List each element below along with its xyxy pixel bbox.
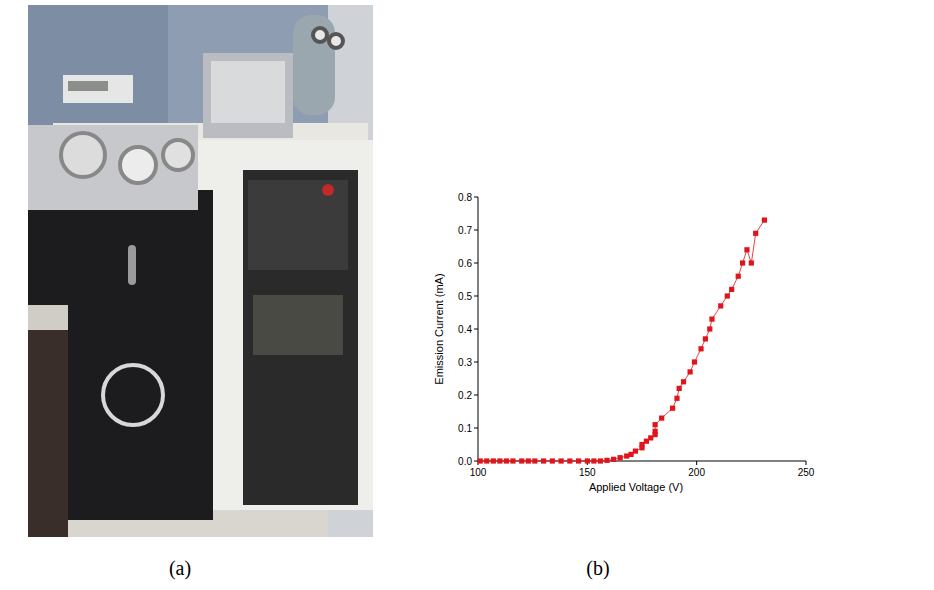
series-line [480,220,764,461]
data-point [659,416,664,421]
multimeter-display [68,81,108,91]
data-point [762,218,767,223]
data-point [688,369,693,374]
flange [163,140,193,170]
y-tick-label: 0.7 [458,225,472,236]
y-tick [474,197,478,198]
data-point [504,458,509,463]
flange [120,147,156,183]
panel-label: (b) [586,557,609,580]
data-point [718,303,723,308]
rack-frame [198,140,373,510]
handwheel [103,365,163,425]
data-point [740,260,745,265]
data-point [703,336,708,341]
data-point [674,396,679,401]
panel-label: (a) [169,557,191,580]
data-point [670,406,675,411]
data-point [558,458,563,463]
data-point [491,458,496,463]
button [322,184,334,196]
x-tick-label: 150 [579,467,596,478]
data-point [698,346,703,351]
data-point [526,458,531,463]
data-point [484,458,489,463]
wall [28,5,373,537]
data-point [633,449,638,454]
handle [128,245,136,285]
data-point [585,458,590,463]
y-tick-label: 0.1 [458,423,472,434]
y-tick [474,329,478,330]
data-point [753,231,758,236]
y-tick-label: 0.6 [458,258,472,269]
x-tick [806,461,807,465]
data-point [677,386,682,391]
equipment-photo [28,5,373,537]
data-point [707,326,712,331]
data-point [653,429,658,434]
data-point [497,458,502,463]
data-point [550,458,555,463]
plot-area [478,218,767,464]
x-tick [696,461,697,465]
data-point [729,287,734,292]
side-cabinet [28,305,68,537]
flange [61,133,105,177]
data-point [744,247,749,252]
x-tick-label: 200 [688,467,705,478]
chart: 100 150 200 250 0.0 0.1 0.2 0.3 0.4 0.5 0.6 0.7 0.8 A… [0,0,934,590]
monitor-frame [203,53,293,138]
y-tick [474,230,478,231]
y-tick [474,362,478,363]
data-point [749,260,754,265]
data-point [541,458,546,463]
data-point [681,379,686,384]
y-axis-label: Emission Current (mA) [433,273,445,384]
data-point [567,458,572,463]
y-tick-label: 0.2 [458,390,472,401]
y-tick-label: 0.4 [458,324,472,335]
data-point [692,359,697,364]
y-tick-label: 0.8 [458,192,472,203]
y-tick-label: 0.5 [458,291,472,302]
y-tick-label: 0.3 [458,357,472,368]
rack-module [248,180,348,270]
rack-door [243,170,358,505]
y-tick-label: 0.0 [458,456,472,467]
gas-cylinder [293,15,335,115]
y-tick [474,428,478,429]
data-point [604,458,609,463]
data-point [709,317,714,322]
data-point [618,455,623,460]
side-cabinet-top [28,305,68,330]
data-point [598,458,603,463]
rack-module [253,295,343,355]
data-point [725,293,730,298]
photo-drawing [28,5,373,537]
data-point [576,458,581,463]
multimeter [63,75,133,103]
gauge [313,28,327,42]
data-point [478,458,483,463]
gauge [329,34,343,48]
data-point [736,274,741,279]
y-tick [474,263,478,264]
data-point [532,458,537,463]
data-point [653,422,658,427]
y-tick [474,461,478,462]
data-point [519,458,524,463]
y-tick [474,296,478,297]
x-axis-label: Applied Voltage (V) [589,481,683,493]
data-point [611,457,616,462]
x-tick-label: 250 [798,467,815,478]
data-point [510,458,515,463]
y-tick [474,395,478,396]
data-point [591,458,596,463]
monitor-screen [211,61,285,123]
x-tick-label: 100 [470,467,487,478]
vacuum-chamber [28,125,198,210]
